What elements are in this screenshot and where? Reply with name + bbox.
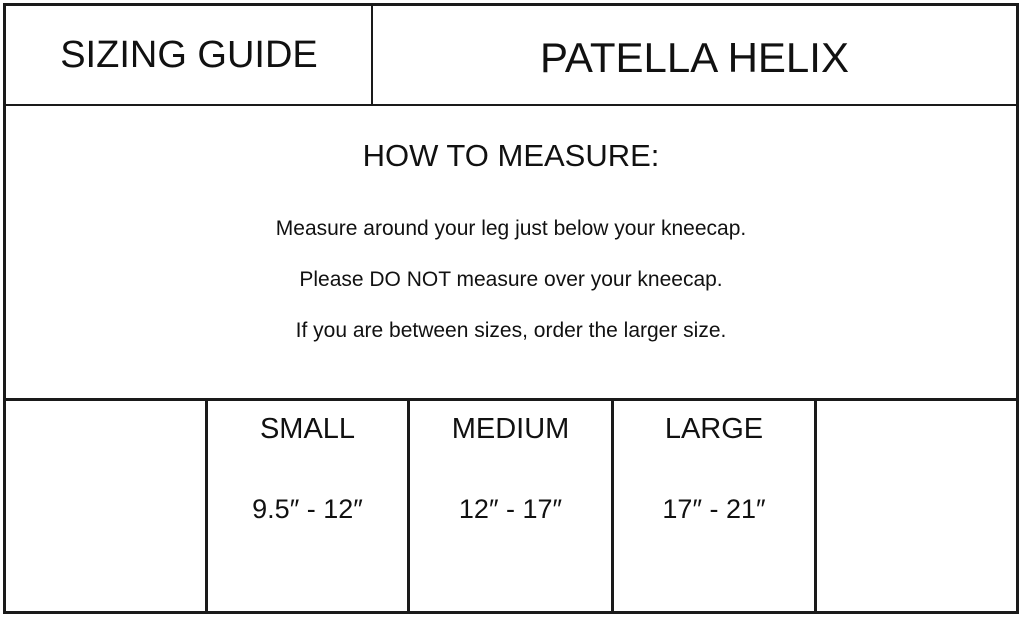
- size-label-large: LARGE: [664, 413, 764, 445]
- col-divider: [611, 398, 614, 613]
- size-label-small: SMALL: [259, 413, 356, 445]
- how-to-measure-heading: HOW TO MEASURE:: [362, 138, 660, 173]
- border-left: [3, 3, 6, 614]
- size-range-medium: 12″ - 17″: [458, 494, 563, 524]
- size-row-divider: [3, 398, 1019, 401]
- header-divider: [3, 104, 1019, 106]
- border-bottom: [3, 611, 1019, 614]
- sizing-guide-title: SIZING GUIDE: [60, 34, 318, 76]
- border-top: [3, 3, 1019, 6]
- col-divider: [814, 398, 817, 613]
- instruction-line: Measure around your leg just below your …: [275, 217, 747, 240]
- header-vertical-divider: [371, 3, 373, 105]
- col-divider: [407, 398, 410, 613]
- size-range-large: 17″ - 21″: [662, 494, 766, 524]
- product-title: PATELLA HELIX: [540, 34, 849, 81]
- size-range-small: 9.5″ - 12″: [252, 494, 363, 524]
- col-divider: [205, 398, 208, 613]
- instruction-line: Please DO NOT measure over your kneecap.: [299, 268, 723, 291]
- instruction-line: If you are between sizes, order the larg…: [295, 319, 727, 342]
- size-label-medium: MEDIUM: [451, 413, 570, 445]
- border-right: [1016, 3, 1019, 614]
